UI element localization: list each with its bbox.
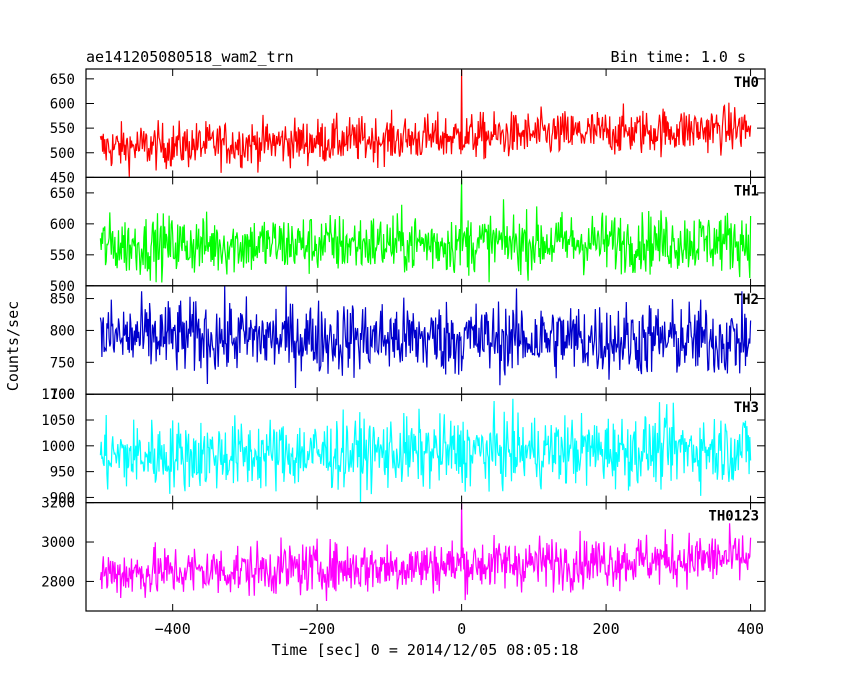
y-tick-label: 1100 <box>41 387 75 403</box>
panel-th0: 450 500 550 600 650 TH0 <box>50 68 766 186</box>
y-tick-label: 650 <box>50 72 75 88</box>
x-tick-label: 200 <box>593 620 620 638</box>
panel-th2: 700 750 800 850 TH2 <box>50 285 766 403</box>
y-tick-label: 600 <box>50 96 75 112</box>
x-tick-label: 400 <box>737 620 764 638</box>
series-line-th0123 <box>99 503 752 602</box>
y-tick-label: 500 <box>50 279 75 295</box>
y-tick-label: 750 <box>50 355 75 371</box>
y-tick-label: 900 <box>50 490 75 506</box>
series-line-th1 <box>99 179 752 283</box>
panel-frame <box>85 176 766 287</box>
panel-label: TH3 <box>734 400 759 416</box>
y-tick-label: 450 <box>50 170 75 186</box>
panel-th1: 500 550 600 650 TH1 <box>50 176 766 295</box>
y-tick-label: 950 <box>50 465 75 481</box>
y-tick-label: 1050 <box>41 413 75 429</box>
y-axis-label: Counts/sec <box>4 301 22 391</box>
y-tick-label: 500 <box>50 146 75 162</box>
y-tick-label: 700 <box>50 387 75 403</box>
bin-time-label: Bin time: 1.0 s <box>611 48 746 66</box>
series-line-th0 <box>99 69 752 177</box>
y-tick-label: 650 <box>50 186 75 202</box>
y-tick-label: 600 <box>50 217 75 233</box>
y-tick-label: 3000 <box>41 535 75 551</box>
y-tick-label: 800 <box>50 323 75 339</box>
x-tick-label: 0 <box>457 620 466 638</box>
panel-label: TH0123 <box>708 509 759 525</box>
panel-th0123: 2800 3000 3200 TH0123 <box>41 496 766 612</box>
panel-stack: 450 500 550 600 650 TH0 500 550 600 650 TH1 700 750 8… <box>41 68 766 638</box>
y-tick-label: 550 <box>50 121 75 137</box>
panel-label: TH1 <box>734 183 759 199</box>
panel-label: TH0 <box>734 75 759 91</box>
y-tick-label: 3200 <box>41 496 75 512</box>
x-tick-label: −200 <box>299 620 335 638</box>
x-tick-label: −400 <box>155 620 191 638</box>
x-axis-label: Time [sec] 0 = 2014/12/05 08:05:18 <box>271 641 578 659</box>
y-tick-label: 2800 <box>41 574 75 590</box>
y-tick-label: 850 <box>50 292 75 308</box>
panel-th3: 900 950 1000 1050 1100 TH3 <box>41 387 766 506</box>
plot-title: ae141205080518_wam2_trn <box>86 48 294 66</box>
y-tick-label: 550 <box>50 248 75 264</box>
panel-label: TH2 <box>734 292 759 308</box>
series-line-th3 <box>99 398 752 503</box>
series-line-th2 <box>99 285 752 389</box>
panel-frame <box>85 502 766 612</box>
y-tick-label: 1000 <box>41 439 75 455</box>
